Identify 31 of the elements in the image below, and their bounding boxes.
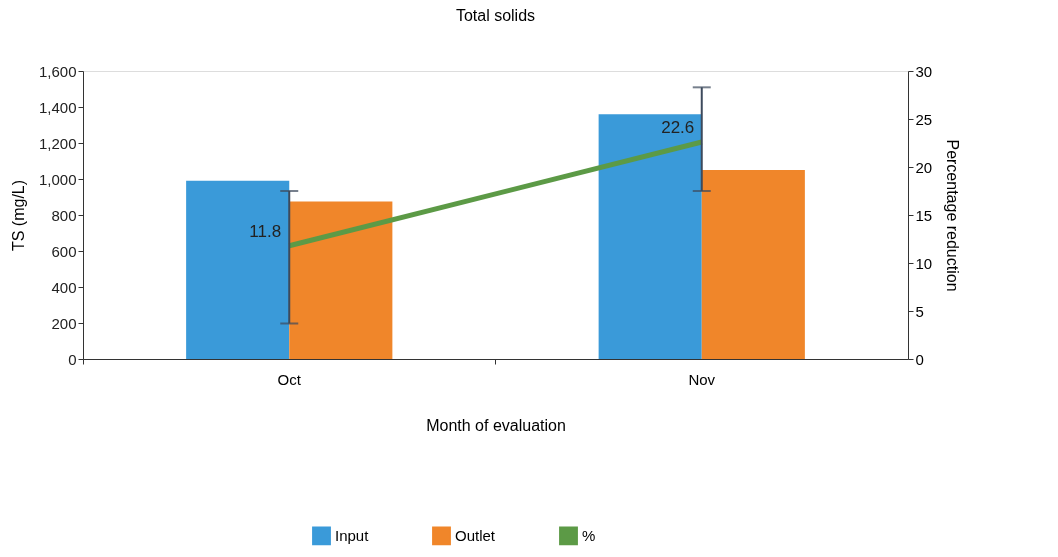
y-tick-label: 1,000 [38,170,77,188]
y-tick-label: 1,200 [38,134,77,152]
y-tick-label: 400 [51,278,77,296]
y-tick-label: 600 [51,242,77,260]
legend-label: Input [335,526,370,544]
y2-tick-label: 5 [915,302,924,320]
bar [186,180,290,359]
y2-tick-label: 15 [915,206,933,224]
y-tick-label: 1,400 [38,98,77,116]
y2-tick-label: 0 [915,350,924,368]
x-axis-title: Month of evaluation [426,416,566,434]
y2-tick-label: 20 [915,158,933,176]
y2-tick-label: 25 [915,110,933,128]
data-label: 22.6 [661,118,695,138]
bar [289,201,393,359]
y-tick-label: 200 [51,314,77,332]
y2-axis-title: Percentage reduction [944,139,962,292]
bar [701,170,805,359]
x-tick-label: Oct [277,370,302,388]
y-axis-title: TS (mg/L) [9,179,27,252]
y2-tick-label: 30 [915,62,933,80]
y-tick-label: 0 [68,350,77,368]
x-tick-label: Nov [688,370,716,388]
y-tick-label: 1,600 [38,62,77,80]
y2-tick-label: 10 [915,254,933,272]
bar [598,114,702,359]
legend-label: Outlet [455,526,496,544]
legend-label: % [582,526,596,544]
data-label: 11.8 [249,221,282,241]
chart-title: Total solids [455,7,536,24]
y-tick-label: 800 [51,206,77,224]
